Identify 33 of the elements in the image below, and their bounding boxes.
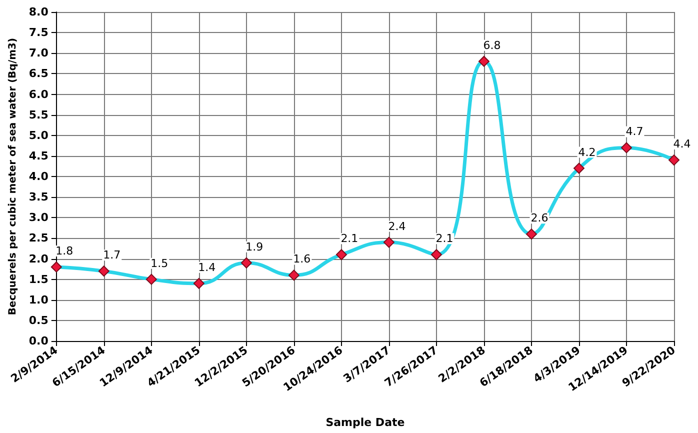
y-tick-label: 5.5 (28, 108, 48, 122)
y-tick-label: 2.5 (28, 232, 48, 245)
y-tick-label: 4.0 (28, 170, 49, 183)
data-label: 2.1 (340, 232, 358, 246)
data-label: 1.5 (150, 256, 168, 270)
y-tick-label: 0.5 (28, 314, 48, 327)
data-label: 1.4 (198, 260, 216, 274)
y-tick-label: 2.0 (28, 252, 49, 266)
data-label: 4.2 (578, 146, 596, 159)
y-tick-label: 4.5 (28, 149, 48, 162)
data-label: 1.7 (103, 248, 121, 262)
data-label: 4.4 (673, 138, 691, 151)
y-tick-label: 7.5 (28, 26, 48, 40)
y-tick-label: 1.0 (28, 293, 49, 306)
y-tick-label: 6.0 (28, 88, 49, 101)
data-label: 4.7 (626, 125, 644, 138)
data-label: 2.1 (436, 232, 454, 246)
data-label: 1.9 (246, 240, 264, 254)
y-tick-label: 6.5 (28, 67, 48, 80)
data-label: 1.6 (293, 252, 311, 266)
y-tick-label: 3.5 (28, 190, 48, 204)
data-label: 2.4 (388, 220, 406, 233)
x-axis-title: Sample Date (326, 416, 405, 429)
y-tick-label: 1.5 (28, 272, 48, 286)
data-label: 2.6 (530, 212, 548, 225)
y-tick-label: 5.0 (28, 128, 49, 142)
y-tick-label: 0.0 (28, 334, 49, 348)
y-tick-label: 7.0 (28, 46, 49, 60)
y-tick-label: 3.0 (28, 211, 49, 224)
y-tick-label: 8.0 (28, 6, 49, 18)
data-label: 1.8 (56, 244, 74, 258)
y-axis-title: Becquerels per cubic meter of sea water (Bq/m3) (8, 38, 18, 316)
data-label: 6.8 (483, 38, 501, 52)
